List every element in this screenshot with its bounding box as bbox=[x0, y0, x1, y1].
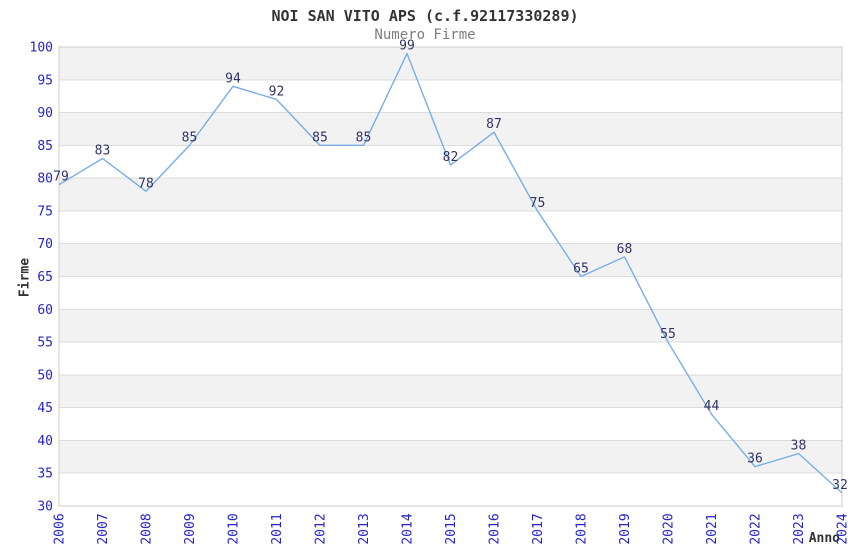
plot-band bbox=[59, 47, 842, 80]
x-tick-label: 2021 bbox=[705, 513, 720, 544]
x-tick-label: 2010 bbox=[227, 513, 242, 544]
y-tick-label: 70 bbox=[37, 237, 53, 252]
x-tick-label: 2016 bbox=[488, 513, 503, 544]
chart-subtitle: Numero Firme bbox=[374, 27, 476, 43]
x-tick-label: 2014 bbox=[401, 513, 416, 544]
y-tick-label: 100 bbox=[30, 41, 53, 56]
plot-band bbox=[59, 79, 842, 113]
point-value-label: 83 bbox=[95, 143, 111, 158]
plot-band bbox=[59, 276, 842, 310]
x-tick-label: 2012 bbox=[314, 513, 329, 544]
plot-band bbox=[59, 407, 842, 441]
x-tick-label: 2007 bbox=[96, 513, 111, 544]
plot-band bbox=[59, 440, 842, 474]
point-value-label: 32 bbox=[832, 478, 848, 493]
point-value-label: 92 bbox=[269, 84, 285, 99]
x-tick-label: 2023 bbox=[792, 513, 807, 544]
point-value-label: 44 bbox=[704, 399, 720, 414]
plot-band bbox=[59, 112, 842, 146]
point-value-label: 85 bbox=[356, 130, 372, 145]
y-tick-label: 45 bbox=[37, 401, 53, 416]
plot-band bbox=[59, 473, 842, 506]
x-tick-label: 2015 bbox=[444, 513, 459, 544]
chart-title: NOI SAN VITO APS (c.f.92117330289) bbox=[271, 7, 579, 25]
y-tick-label: 55 bbox=[37, 336, 53, 351]
y-tick-label: 80 bbox=[37, 172, 53, 187]
point-value-label: 78 bbox=[138, 176, 154, 191]
plot-frame bbox=[58, 46, 843, 507]
y-tick-label: 50 bbox=[37, 368, 53, 383]
y-tick-label: 65 bbox=[37, 270, 53, 285]
x-tick-label: 2019 bbox=[618, 513, 633, 544]
point-value-label: 82 bbox=[443, 150, 459, 165]
plot-band bbox=[59, 309, 842, 343]
x-tick-label: 2020 bbox=[662, 513, 677, 544]
y-tick-label: 85 bbox=[37, 139, 53, 154]
y-tick-label: 95 bbox=[37, 73, 53, 88]
x-tick-label: 2011 bbox=[270, 513, 285, 544]
y-tick-label: 90 bbox=[37, 106, 53, 121]
x-tick-label: 2013 bbox=[357, 513, 372, 544]
point-value-label: 99 bbox=[399, 39, 415, 54]
x-tick-label: 2022 bbox=[749, 513, 764, 544]
plot-band bbox=[59, 342, 842, 375]
x-tick-label: 2018 bbox=[575, 513, 590, 544]
series-line bbox=[58, 52, 843, 494]
x-tick-label: 2009 bbox=[183, 513, 198, 544]
point-value-label: 38 bbox=[791, 439, 807, 454]
plot-band bbox=[59, 243, 842, 277]
x-tick-label: 2024 bbox=[836, 513, 850, 544]
x-tick-label: 2017 bbox=[531, 513, 546, 544]
x-axis-title: Anno bbox=[808, 531, 840, 546]
point-value-label: 85 bbox=[312, 130, 328, 145]
point-value-label: 36 bbox=[747, 452, 763, 467]
point-value-label: 55 bbox=[660, 327, 676, 342]
point-value-label: 79 bbox=[53, 170, 69, 185]
y-tick-label: 60 bbox=[37, 303, 53, 318]
plot-band bbox=[59, 145, 842, 179]
y-tick-label: 40 bbox=[37, 434, 53, 449]
point-value-label: 68 bbox=[617, 242, 633, 257]
point-value-label: 87 bbox=[486, 117, 502, 132]
plot-band bbox=[59, 374, 842, 408]
y-tick-label: 35 bbox=[37, 467, 53, 482]
point-value-label: 75 bbox=[530, 196, 546, 211]
point-value-label: 65 bbox=[573, 262, 589, 277]
x-tick-label: 2008 bbox=[140, 513, 155, 544]
point-value-label: 85 bbox=[182, 130, 198, 145]
x-tick-label: 2006 bbox=[53, 513, 68, 544]
plot-band bbox=[59, 210, 842, 244]
y-tick-label: 75 bbox=[37, 204, 53, 219]
point-value-label: 94 bbox=[225, 71, 241, 86]
plot-band bbox=[59, 178, 842, 211]
y-tick-label: 30 bbox=[37, 500, 53, 515]
